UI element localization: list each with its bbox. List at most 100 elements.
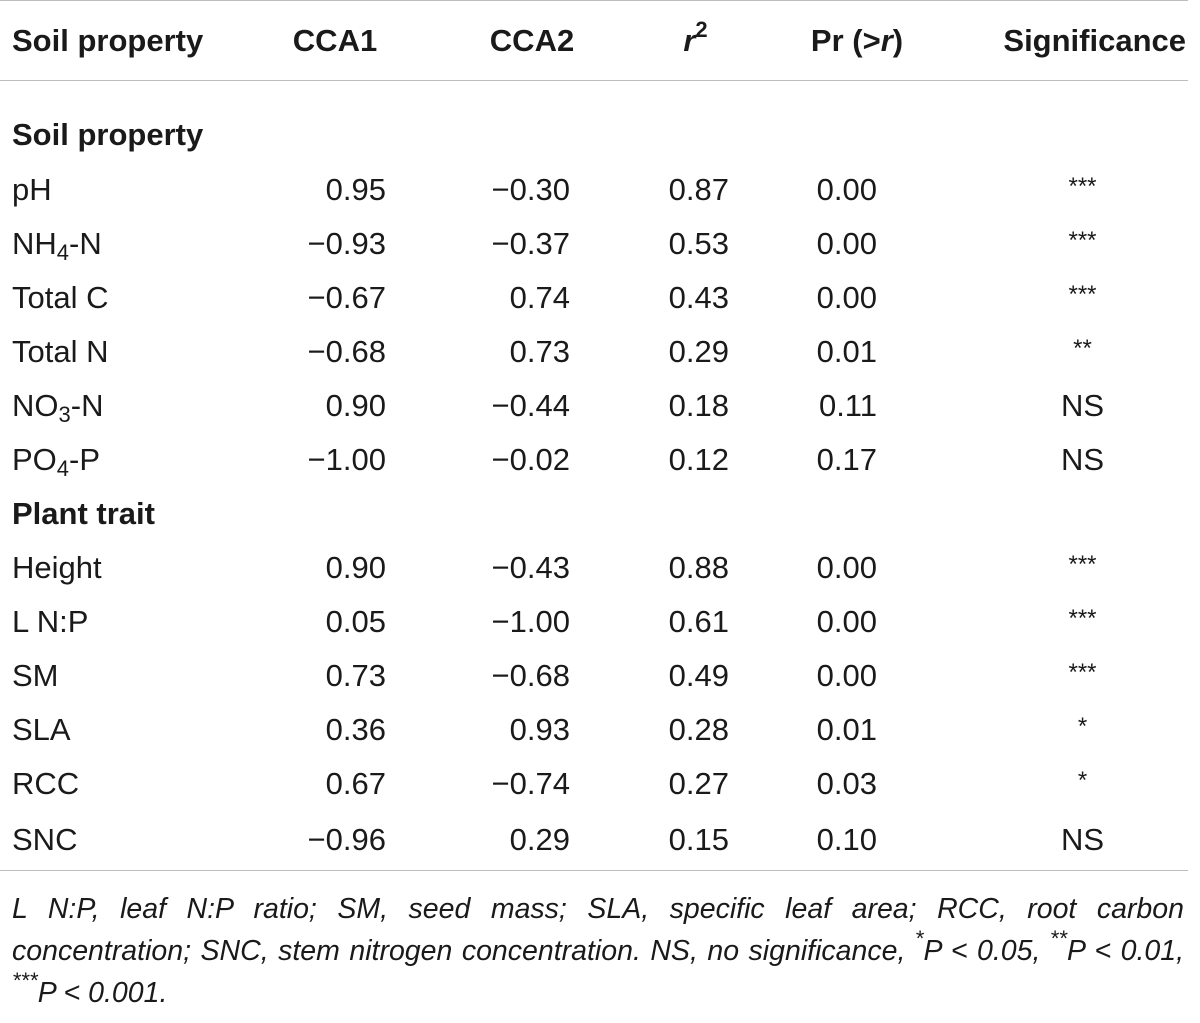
row-label: SM: [0, 649, 230, 703]
cell-significance: ***: [1068, 604, 1097, 632]
row-label-main: PO: [12, 441, 57, 477]
cell-r2: 0.61: [668, 603, 729, 639]
cell-cca1: −1.00: [307, 441, 386, 477]
cell-pr: 0.01: [816, 711, 877, 747]
cell-cca2: −0.30: [491, 171, 570, 207]
header-pr-prefix: Pr (>: [810, 22, 881, 58]
table-row: SNC −0.96 0.29 0.15 0.10 NS: [0, 810, 1188, 871]
cell-significance: ***: [1068, 280, 1097, 308]
section-row: Soil property: [0, 81, 1188, 163]
cell-cca1: −0.96: [230, 810, 440, 871]
cell-cca2: 0.29: [440, 810, 624, 871]
table-row: pH 0.95 −0.30 0.87 0.00 ***: [0, 163, 1188, 217]
table-row: NO3-N 0.90 −0.44 0.18 0.11 NS: [0, 379, 1188, 433]
cell-significance: ***: [1068, 226, 1097, 254]
footnote-p2: P < 0.01,: [1067, 935, 1184, 967]
header-row: Soil property CCA1 CCA2 r2 Pr (>r) Signi…: [0, 0, 1188, 81]
cca-results-table: Soil property CCA1 CCA2 r2 Pr (>r) Signi…: [0, 0, 1188, 871]
footnote-star-1: *: [914, 926, 924, 951]
header-pr-var: r: [880, 22, 893, 58]
header-soil-property: Soil property: [0, 0, 230, 81]
cell-cca2: −0.43: [491, 549, 570, 585]
cell-r2: 0.87: [668, 171, 729, 207]
table-body: Soil property pH 0.95 −0.30 0.87 0.00 *** NH4-N…: [0, 81, 1188, 871]
header-cca1: CCA1: [230, 0, 440, 81]
section-row: Plant trait: [0, 487, 1188, 541]
table-header: Soil property CCA1 CCA2 r2 Pr (>r) Signi…: [0, 0, 1188, 81]
row-label-main: SNC: [12, 822, 78, 858]
cell-cca1: 0.90: [325, 387, 386, 423]
cell-significance: **: [1073, 334, 1092, 362]
cell-cca2: −0.37: [491, 225, 570, 261]
cell-significance: ***: [1068, 550, 1097, 578]
row-label-main: NO: [12, 387, 59, 423]
header-r2-base: r: [683, 22, 696, 58]
row-label-main: SM: [12, 657, 59, 693]
cell-cca1: −0.68: [307, 333, 386, 369]
cell-r2: 0.12: [668, 441, 729, 477]
cell-r2: 0.43: [668, 279, 729, 315]
cell-r2: 0.28: [668, 711, 729, 747]
row-label: Total C: [0, 271, 230, 325]
section-title: Soil property: [12, 116, 204, 152]
row-label-subscript: 3: [58, 401, 71, 427]
row-label: SLA: [0, 703, 230, 757]
cell-r2: 0.15: [624, 810, 767, 871]
row-label: Height: [0, 541, 230, 595]
row-label: PO4-P: [0, 433, 230, 487]
cell-pr: 0.11: [818, 387, 877, 423]
row-label-main: RCC: [12, 765, 80, 801]
cell-cca1: 0.67: [325, 765, 386, 801]
row-label-tail: -N: [69, 225, 102, 261]
cell-cca1: −0.93: [307, 225, 386, 261]
header-pr: Pr (>r): [767, 0, 947, 81]
cell-pr: 0.01: [816, 333, 877, 369]
row-label-main: NH: [12, 225, 57, 261]
header-pr-suffix: ): [892, 22, 904, 58]
table-footnote: L N:P, leaf N:P ratio; SM, seed mass; SL…: [12, 888, 1184, 1014]
table-row: SM 0.73 −0.68 0.49 0.00 ***: [0, 649, 1188, 703]
table-row: RCC 0.67 −0.74 0.27 0.03 *: [0, 757, 1188, 811]
row-label-subscript: 4: [56, 239, 70, 265]
cell-pr: 0.00: [816, 171, 877, 207]
row-label-main: Total C: [12, 279, 109, 315]
header-r2-sup: 2: [695, 16, 708, 42]
row-label: pH: [0, 163, 230, 217]
cell-r2: 0.49: [668, 657, 729, 693]
row-label-tail: -P: [69, 441, 101, 477]
row-label: NO3-N: [0, 379, 230, 433]
table-row: PO4-P −1.00 −0.02 0.12 0.17 NS: [0, 433, 1188, 487]
row-label-main: pH: [12, 171, 52, 207]
footnote-star-3: ***: [12, 968, 38, 993]
cell-cca2: −0.02: [491, 441, 570, 477]
row-label-main: Height: [12, 549, 102, 585]
table-row: Total N −0.68 0.73 0.29 0.01 **: [0, 325, 1188, 379]
table-container: Soil property CCA1 CCA2 r2 Pr (>r) Signi…: [0, 0, 1188, 871]
row-label: L N:P: [0, 595, 230, 649]
cell-pr: 0.00: [816, 279, 877, 315]
cell-significance: NS: [1060, 387, 1105, 423]
cell-cca1: −0.67: [307, 279, 386, 315]
table-row: NH4-N −0.93 −0.37 0.53 0.00 ***: [0, 217, 1188, 271]
cell-significance: ***: [1068, 172, 1097, 200]
header-significance: Significance: [947, 0, 1188, 81]
cell-r2: 0.53: [668, 225, 729, 261]
cell-cca2: 0.93: [509, 711, 570, 747]
row-label: RCC: [0, 757, 230, 811]
cell-r2: 0.27: [668, 765, 729, 801]
cell-cca1: 0.73: [325, 657, 386, 693]
table-row: Total C −0.67 0.74 0.43 0.00 ***: [0, 271, 1188, 325]
cell-cca2: −0.68: [491, 657, 570, 693]
cell-pr: 0.00: [816, 549, 877, 585]
section-title: Plant trait: [12, 495, 155, 531]
table-row: Height 0.90 −0.43 0.88 0.00 ***: [0, 541, 1188, 595]
table-row: L N:P 0.05 −1.00 0.61 0.00 ***: [0, 595, 1188, 649]
footnote-text: L N:P, leaf N:P ratio; SM, seed mass; SL…: [12, 893, 1184, 967]
cell-r2: 0.18: [668, 387, 729, 423]
header-cca2: CCA2: [440, 0, 624, 81]
row-label-main: SLA: [12, 711, 71, 747]
cell-cca1: 0.95: [325, 171, 386, 207]
cell-r2: 0.29: [668, 333, 729, 369]
cell-cca2: 0.74: [509, 279, 570, 315]
cell-cca2: −0.44: [491, 387, 570, 423]
